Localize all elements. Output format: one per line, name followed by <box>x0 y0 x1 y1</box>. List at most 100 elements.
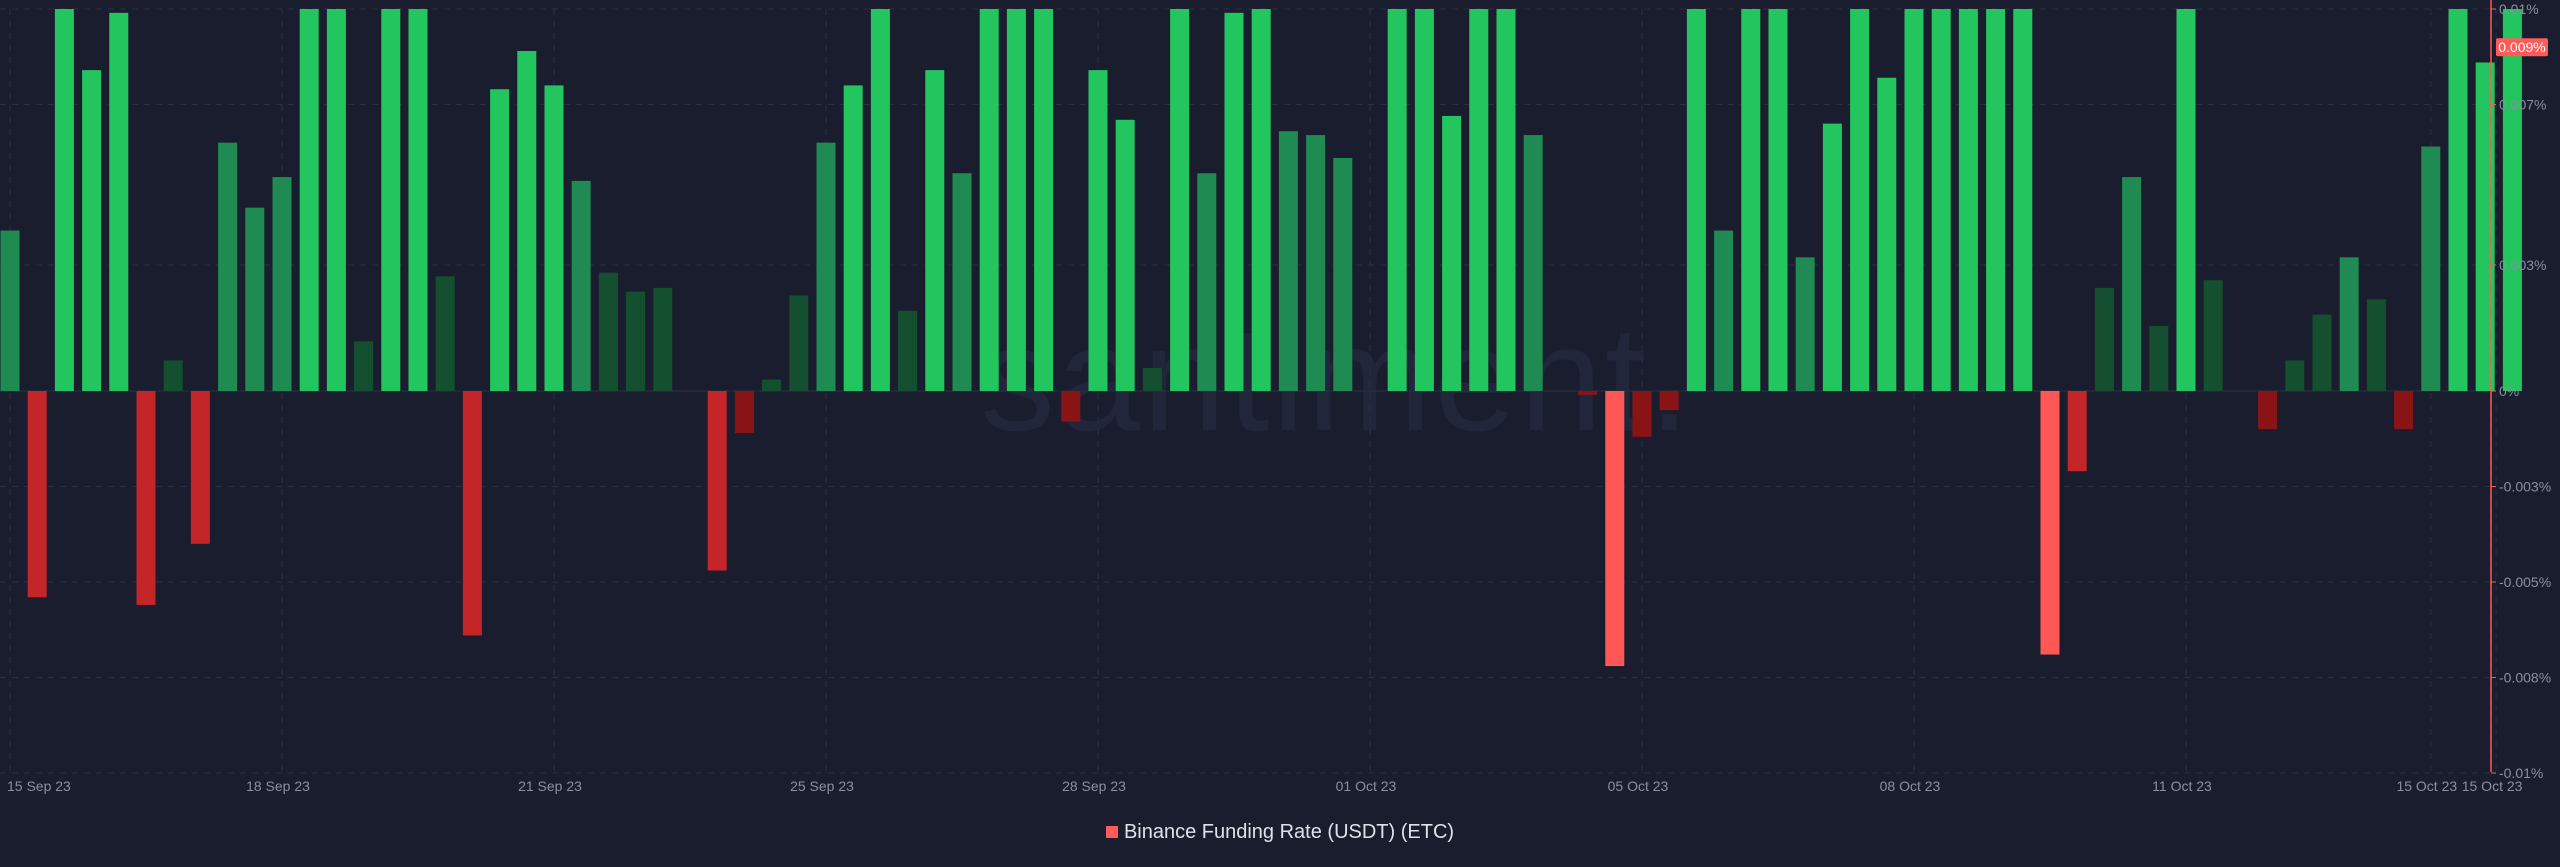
funding-rate-bar[interactable] <box>2502 9 2522 391</box>
legend[interactable]: Binance Funding Rate (USDT) (ETC) <box>0 821 2560 844</box>
funding-rate-bar[interactable] <box>571 180 591 391</box>
funding-rate-bar[interactable] <box>1469 9 1489 391</box>
funding-rate-bar[interactable] <box>2094 287 2114 391</box>
funding-rate-bar[interactable] <box>2176 9 2196 391</box>
funding-rate-bar[interactable] <box>2067 391 2087 472</box>
x-tick-label: 01 Oct 23 <box>1336 778 1397 794</box>
funding-rate-bar[interactable] <box>490 89 510 391</box>
funding-rate-bar[interactable] <box>1197 173 1217 391</box>
funding-rate-bar[interactable] <box>1931 9 1951 391</box>
funding-rate-bar[interactable] <box>1251 9 1271 391</box>
funding-rate-bar[interactable] <box>2366 299 2386 391</box>
funding-rate-bar[interactable] <box>109 12 129 391</box>
funding-rate-bar[interactable] <box>408 9 428 391</box>
funding-rate-bar[interactable] <box>326 9 346 391</box>
funding-rate-bar[interactable] <box>1224 12 1244 391</box>
funding-rate-bar[interactable] <box>299 9 319 391</box>
funding-rate-bar[interactable] <box>1686 9 1706 391</box>
funding-rate-bar[interactable] <box>1387 9 1407 391</box>
funding-rate-bar[interactable] <box>1414 9 1434 391</box>
funding-rate-bar[interactable] <box>1306 135 1326 391</box>
y-tick-label: 0.007% <box>2499 97 2546 113</box>
funding-rate-bar[interactable] <box>54 9 74 391</box>
funding-rate-bar[interactable] <box>1442 115 1462 392</box>
funding-rate-bar[interactable] <box>544 85 564 392</box>
funding-rate-bar[interactable] <box>2312 314 2332 391</box>
funding-rate-bar[interactable] <box>1986 9 2006 391</box>
funding-rate-bar[interactable] <box>762 379 782 391</box>
funding-rate-bar[interactable] <box>1496 9 1516 391</box>
funding-rate-bar[interactable] <box>1659 391 1679 411</box>
funding-rate-bar[interactable] <box>653 287 673 391</box>
funding-rate-bar[interactable] <box>2040 391 2060 655</box>
funding-rate-bar[interactable] <box>1822 123 1842 391</box>
funding-rate-bar[interactable] <box>1714 230 1734 391</box>
funding-rate-bar[interactable] <box>843 85 863 392</box>
funding-rate-bar[interactable] <box>1958 9 1978 391</box>
funding-rate-bar[interactable] <box>354 341 374 391</box>
funding-rate-bar[interactable] <box>789 295 809 392</box>
funding-rate-bar[interactable] <box>2421 146 2441 391</box>
funding-rate-bar[interactable] <box>0 230 20 391</box>
funding-rate-bar[interactable] <box>734 391 754 434</box>
funding-rate-bar[interactable] <box>2394 391 2414 430</box>
funding-rate-bar[interactable] <box>27 391 47 598</box>
funding-rate-bar[interactable] <box>898 310 918 391</box>
funding-rate-bar[interactable] <box>462 391 482 636</box>
funding-rate-bar[interactable] <box>1877 77 1897 391</box>
funding-rate-bar[interactable] <box>1850 9 1870 391</box>
funding-rate-bar[interactable] <box>1333 157 1353 391</box>
funding-rate-bar[interactable] <box>1632 391 1652 437</box>
funding-rate-bar[interactable] <box>163 360 183 391</box>
funding-rate-bar[interactable] <box>2149 326 2169 391</box>
funding-rate-bar[interactable] <box>381 9 401 391</box>
funding-rate-bar[interactable] <box>2013 9 2033 391</box>
funding-rate-bar[interactable] <box>1523 135 1543 391</box>
funding-rate-bar[interactable] <box>2122 177 2142 391</box>
funding-rate-bar[interactable] <box>598 272 618 391</box>
funding-rate-bar[interactable] <box>1578 391 1598 395</box>
funding-rate-bar[interactable] <box>1904 9 1924 391</box>
x-tick-label: 15 Sep 23 <box>7 778 71 794</box>
funding-rate-bar[interactable] <box>1768 9 1788 391</box>
funding-rate-bar[interactable] <box>2258 391 2278 430</box>
funding-rate-bar[interactable] <box>626 291 646 391</box>
y-tick-label: -0.01% <box>2499 765 2543 781</box>
funding-rate-bar[interactable] <box>1006 9 1026 391</box>
funding-rate-bar[interactable] <box>1088 70 1108 392</box>
funding-rate-bar[interactable] <box>517 51 537 392</box>
funding-rate-bar[interactable] <box>2203 280 2223 391</box>
funding-rate-bar[interactable] <box>952 173 972 391</box>
funding-rate-bar[interactable] <box>2448 9 2468 391</box>
funding-rate-bar[interactable] <box>870 9 890 391</box>
funding-rate-bar[interactable] <box>1142 368 1162 391</box>
funding-rate-bar[interactable] <box>979 9 999 391</box>
funding-rate-bar[interactable] <box>2285 360 2305 391</box>
funding-rate-bar[interactable] <box>1278 131 1298 392</box>
funding-rate-bar[interactable] <box>1034 9 1054 391</box>
funding-rate-bar[interactable] <box>707 391 727 571</box>
funding-rate-bar[interactable] <box>1605 391 1625 667</box>
funding-rate-bar[interactable] <box>1795 257 1815 391</box>
current-value-badge <box>2496 38 2548 57</box>
funding-rate-bar[interactable] <box>1741 9 1761 391</box>
y-tick-label: -0.008% <box>2499 670 2551 686</box>
funding-rate-bar[interactable] <box>272 177 292 391</box>
funding-rate-bar[interactable] <box>2475 62 2495 391</box>
funding-rate-bar[interactable] <box>816 142 836 391</box>
legend-label: Binance Funding Rate (USDT) (ETC) <box>1123 821 1455 843</box>
funding-rate-bar[interactable] <box>190 391 210 544</box>
funding-rate-bar[interactable] <box>2339 257 2359 391</box>
funding-rate-bar[interactable] <box>136 391 156 605</box>
funding-rate-bar[interactable] <box>245 207 265 391</box>
x-tick-label: 18 Sep 23 <box>246 778 310 794</box>
funding-rate-bar[interactable] <box>218 142 238 391</box>
y-tick-label: 0% <box>2499 383 2519 399</box>
funding-rate-bar[interactable] <box>1061 391 1081 422</box>
funding-rate-bar[interactable] <box>1115 119 1135 391</box>
y-tick-label: 0.003% <box>2499 257 2546 273</box>
funding-rate-bar[interactable] <box>925 70 945 392</box>
funding-rate-bar[interactable] <box>82 70 102 392</box>
funding-rate-bar[interactable] <box>435 276 455 391</box>
funding-rate-bar[interactable] <box>1170 9 1190 391</box>
